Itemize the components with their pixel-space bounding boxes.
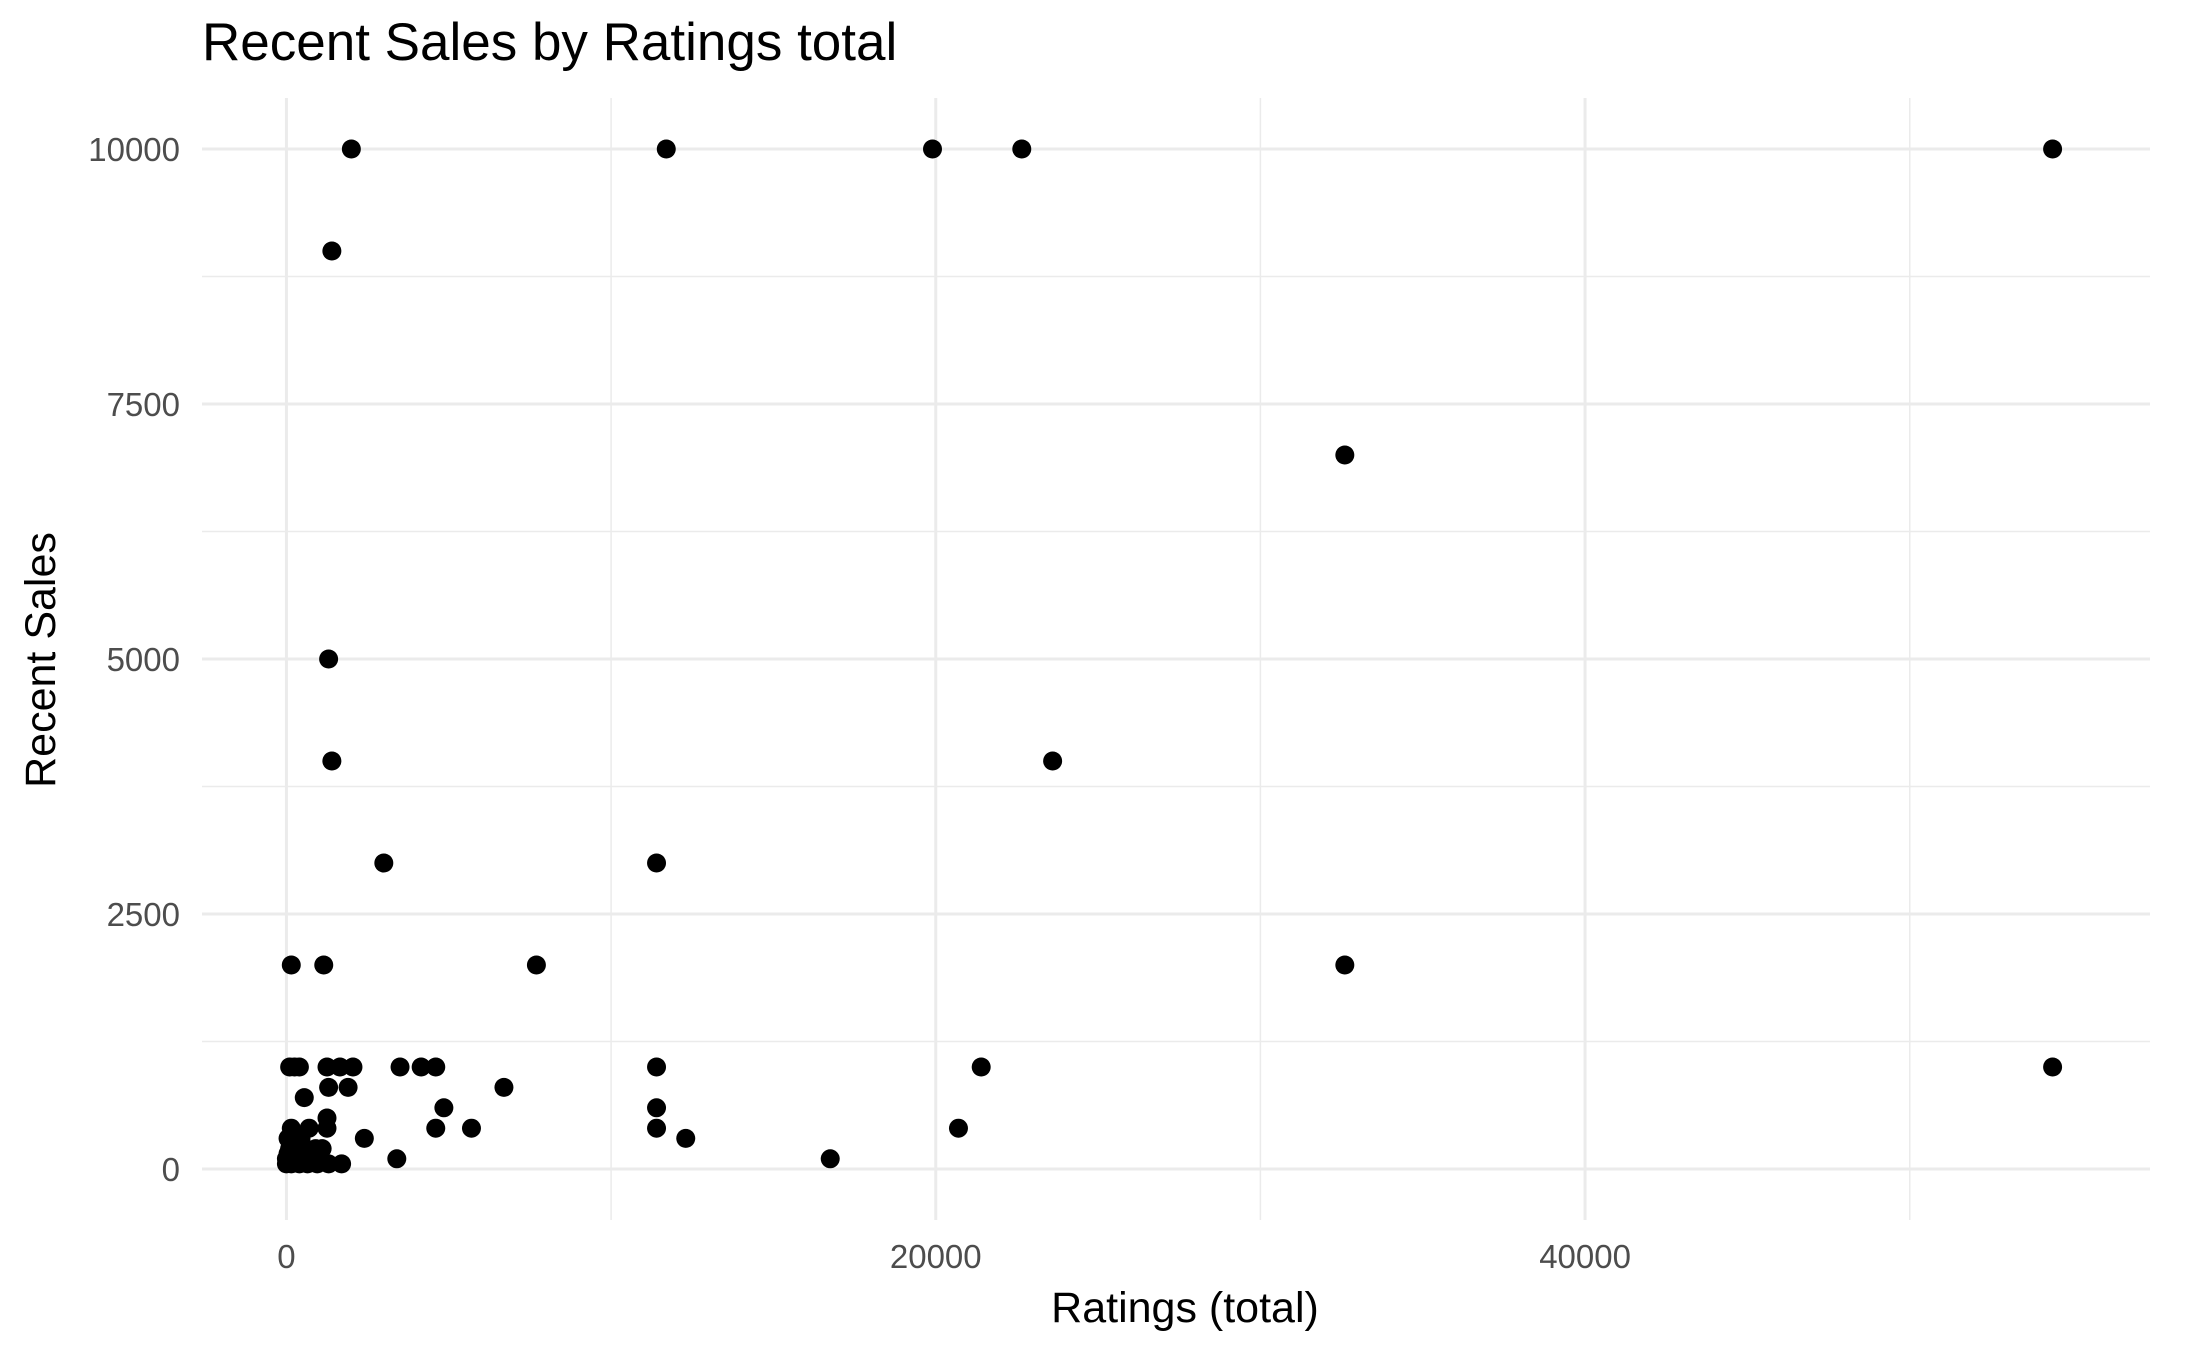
y-tick-label: 10000 (88, 131, 180, 168)
data-point (2043, 1057, 2063, 1077)
data-point (343, 1057, 363, 1077)
data-point (341, 139, 361, 159)
chart-title: Recent Sales by Ratings total (202, 13, 897, 72)
data-point (426, 1118, 446, 1138)
x-axis-title: Ratings (total) (1051, 1284, 1319, 1332)
data-point (338, 1077, 358, 1097)
data-point (526, 955, 546, 975)
data-points (276, 139, 2063, 1174)
data-point (322, 241, 342, 261)
data-point (374, 853, 394, 873)
data-point (317, 1118, 337, 1138)
data-point (281, 955, 301, 975)
y-tick-label: 0 (162, 1151, 180, 1188)
data-point (2043, 139, 2063, 159)
data-point (319, 1154, 339, 1174)
data-point (314, 955, 334, 975)
minor-gridlines (202, 98, 2150, 1220)
data-point (1335, 445, 1355, 465)
data-point (1043, 751, 1063, 771)
data-point (948, 1118, 968, 1138)
y-axis-tick-labels: 0 2500 5000 7500 10000 (88, 131, 180, 1188)
data-point (426, 1057, 446, 1077)
data-point (289, 1057, 309, 1077)
data-point (647, 1098, 667, 1118)
data-point (971, 1057, 991, 1077)
data-point (390, 1057, 410, 1077)
data-point (387, 1149, 407, 1169)
y-tick-label: 7500 (107, 386, 180, 423)
data-point (294, 1088, 314, 1108)
y-tick-label: 5000 (107, 641, 180, 678)
data-point (647, 1057, 667, 1077)
data-point (494, 1077, 514, 1097)
y-axis-title: Recent Sales (17, 532, 65, 788)
data-point (1335, 955, 1355, 975)
x-tick-label: 0 (277, 1238, 295, 1275)
data-point (330, 1057, 350, 1077)
data-point (923, 139, 942, 159)
data-point (317, 1057, 337, 1077)
data-point (319, 1077, 339, 1097)
data-point (676, 1128, 696, 1148)
data-point (820, 1149, 840, 1169)
data-point (322, 751, 342, 771)
data-point (1012, 139, 1032, 159)
major-gridlines (202, 98, 2150, 1220)
x-axis-tick-labels: 0 20000 40000 (277, 1238, 1631, 1275)
data-point (354, 1128, 374, 1148)
data-point (434, 1098, 454, 1118)
x-tick-label: 20000 (890, 1238, 982, 1275)
data-point (656, 139, 676, 159)
data-point (461, 1118, 481, 1138)
data-point (647, 1118, 667, 1138)
data-point (319, 649, 339, 669)
data-point (647, 853, 667, 873)
y-tick-label: 2500 (107, 896, 180, 933)
data-point (332, 1154, 352, 1174)
data-point (411, 1057, 431, 1077)
x-tick-label: 40000 (1539, 1238, 1631, 1275)
